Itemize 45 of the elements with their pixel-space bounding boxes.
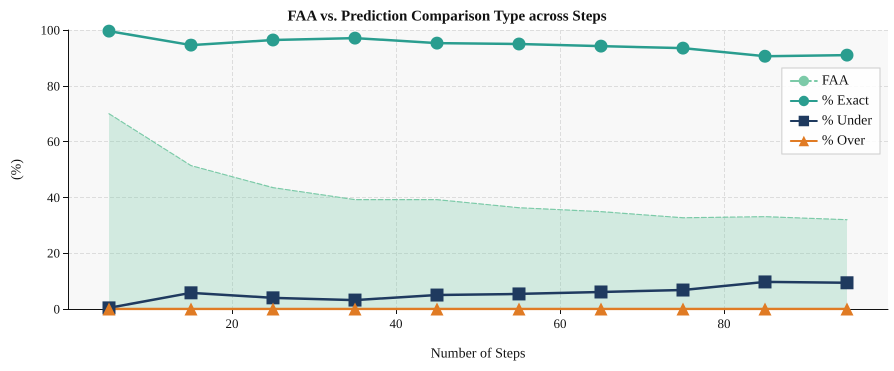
y-tick-label: 20 — [47, 246, 60, 261]
x-tick-label: 80 — [718, 316, 730, 331]
y-tick-label: 60 — [47, 134, 60, 150]
point — [512, 302, 526, 316]
point — [676, 284, 690, 297]
y-axis-title: (%) — [10, 158, 24, 180]
legend-label: FAA — [822, 74, 850, 88]
point — [758, 50, 772, 63]
point — [594, 302, 608, 316]
y-tick-label: 100 — [40, 22, 60, 38]
point — [840, 48, 854, 62]
point — [430, 36, 444, 50]
point — [840, 302, 854, 316]
point — [594, 40, 608, 53]
point — [184, 38, 198, 52]
point — [512, 37, 526, 50]
point — [430, 288, 444, 302]
point — [348, 32, 362, 45]
point — [102, 24, 116, 38]
y-tick-label: 0 — [54, 302, 60, 316]
point — [184, 302, 198, 316]
point — [266, 34, 280, 47]
x-tick-label: 60 — [554, 316, 566, 331]
point — [840, 276, 854, 290]
point — [266, 291, 280, 304]
point — [758, 302, 772, 316]
y-tick-label: 40 — [47, 190, 60, 205]
x-tick-label: 20 — [226, 316, 238, 331]
point — [430, 302, 444, 316]
point — [512, 287, 526, 300]
point — [676, 42, 690, 55]
y-tick-label: 80 — [47, 78, 60, 94]
point — [676, 302, 690, 316]
point — [758, 275, 772, 288]
point — [348, 302, 362, 316]
point — [594, 285, 608, 298]
x-tick-label: 40 — [390, 316, 402, 331]
x-axis-title: Number of Steps — [430, 346, 526, 362]
legend-label: % Over — [822, 134, 866, 148]
point — [184, 286, 198, 300]
point — [266, 302, 280, 316]
chart-title: FAA vs. Prediction Comparison Type across Steps — [287, 8, 607, 24]
point — [348, 294, 362, 307]
legend-label: % Under — [822, 114, 872, 128]
legend-label: % Exact — [822, 94, 869, 108]
